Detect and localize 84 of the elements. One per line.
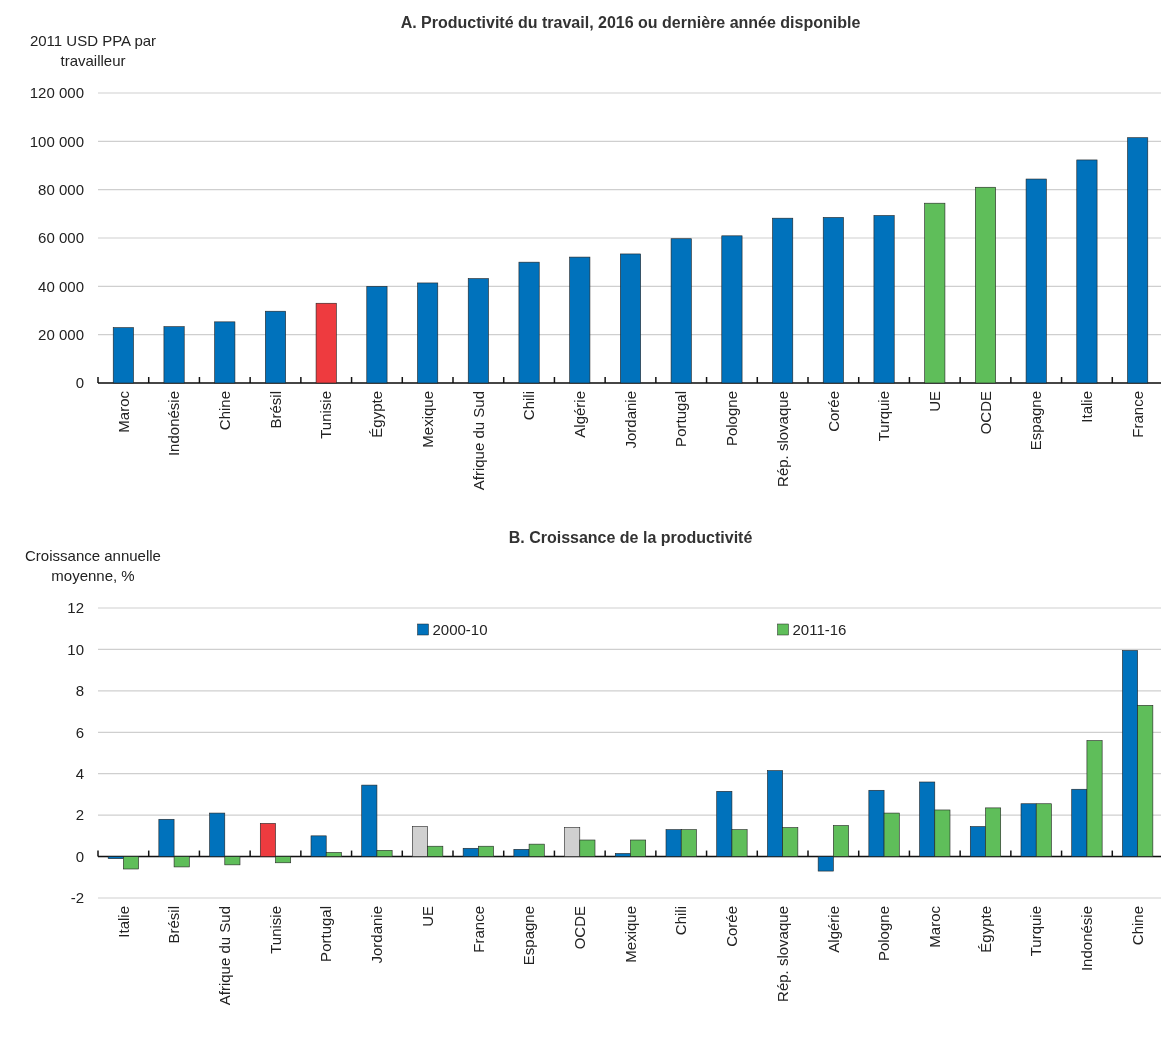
x-tick-label: Indonésie [1078,906,1096,972]
bar [1025,178,1047,384]
x-tick-label: Rép. slovaque [773,906,791,1002]
y-tick-label: 4 [75,764,84,782]
x-tick-label: Algérie [571,391,589,438]
x-tick-label: Chine [1128,906,1146,946]
x-tick-label: Portugal [317,906,335,962]
x-tick-label: Jordanie [368,906,386,964]
bar [620,253,641,384]
x-tick-label: UE [418,906,436,927]
x-tick-label: OCDE [976,391,994,435]
y-tick-label: -2 [70,889,84,907]
x-tick-label: Chine [216,391,234,431]
x-tick-label: Tunisie [266,906,284,954]
x-tick-label: Mexique [418,391,436,448]
bar [265,310,286,384]
bar [467,278,489,384]
x-tick-label: Espagne [520,906,538,966]
y-tick-label: 8 [75,682,84,700]
y-tick-label: 80 000 [38,180,84,198]
x-tick-label: France [1128,391,1146,438]
y-tick-label: 20 000 [38,325,84,343]
x-tick-label: Indonésie [165,391,183,457]
bar [924,202,946,384]
x-tick-label: OCDE [571,906,589,950]
y-tick-label: 0 [75,374,84,392]
bar [772,217,794,384]
legend-label: 2000-10 [432,621,488,639]
x-tick-label: Rép. slovaque [773,391,791,487]
chart-title: A. Productivité du travail, 2016 ou dernière année disponible [400,14,861,31]
bar [1127,137,1149,384]
x-tick-label: Turquie [875,391,893,442]
x-tick-label: Pologne [723,391,741,447]
x-tick-label: Brésil [165,906,183,944]
bar [670,238,692,384]
y-tick-label: 60 000 [38,229,84,247]
bar [518,261,540,384]
x-tick-label: Tunisie [317,391,335,439]
bar [721,235,743,384]
y-tick-label: 10 [67,640,84,658]
bar [315,302,337,384]
x-tick-label: Pologne [875,906,893,962]
x-tick-label: Égypte [368,391,386,438]
bar [112,327,134,384]
x-tick-label: Égypte [976,906,994,953]
bar [873,215,895,384]
y-tick-label: 120 000 [29,84,84,102]
x-tick-label: Afrique du Sud [469,391,487,491]
y-tick-label: 0 [75,847,84,865]
x-tick-label: Maroc [114,390,132,433]
x-tick-label: Italie [114,906,132,938]
bar [163,326,185,384]
x-tick-label: UE [926,391,944,412]
x-tick-label: Brésil [266,391,284,429]
x-tick-label: Italie [1078,391,1096,423]
x-tick-label: Mexique [621,906,639,963]
chart-title: B. Croissance de la productivité [508,529,753,546]
bar [822,217,844,384]
y-tick-label: 6 [75,723,84,741]
legend-label: 2011-16 [792,621,847,639]
x-tick-label: Corée [824,391,842,432]
y-tick-label: 2 [75,806,84,824]
x-tick-label: Afrique du Sud [216,906,234,1006]
bar [975,186,996,384]
x-tick-label: Chili [520,391,538,421]
x-tick-label: Espagne [1027,391,1045,451]
x-tick-label: Portugal [672,391,690,447]
y-tick-label: 40 000 [38,277,84,295]
y-axis-title: 2011 USD PPA par travailleur [29,32,157,69]
x-tick-label: Algérie [824,906,842,953]
bar [417,282,439,384]
x-tick-label: Jordanie [621,391,639,449]
x-tick-label: Corée [723,906,741,947]
bar [214,321,236,384]
x-tick-label: Turquie [1027,906,1045,957]
x-tick-label: Chili [672,906,690,936]
x-tick-label: France [469,906,487,953]
bar [1076,159,1098,384]
y-tick-label: 12 [67,599,84,617]
bar [569,256,591,384]
y-axis-title: Croissance annuelle moyenne, % [25,547,161,584]
bar [366,286,388,384]
y-tick-label: 100 000 [29,132,84,150]
x-tick-label: Maroc [926,905,944,948]
